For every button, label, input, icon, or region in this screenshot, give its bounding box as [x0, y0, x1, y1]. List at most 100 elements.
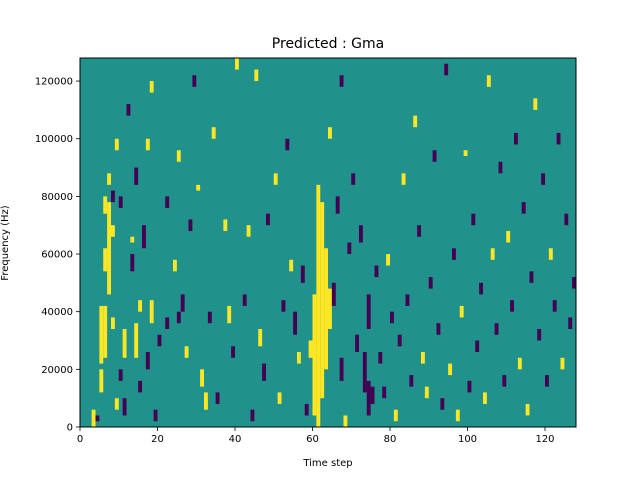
- heatmap-background: [80, 58, 576, 427]
- heatmap-cell: [153, 409, 158, 422]
- heatmap-cell: [107, 202, 112, 295]
- heatmap-cell: [285, 138, 290, 151]
- y-tick-label: 80000: [41, 192, 73, 203]
- heatmap-cell: [188, 219, 193, 231]
- heatmap-cell: [444, 63, 449, 76]
- heatmap-cell: [99, 369, 104, 393]
- heatmap-cell: [142, 225, 146, 249]
- heatmap-cell: [111, 317, 115, 329]
- heatmap-cell: [471, 213, 476, 226]
- heatmap-cell: [262, 363, 267, 381]
- heatmap-cell: [413, 115, 418, 128]
- heatmap-cell: [467, 380, 472, 393]
- heatmap-cell: [479, 282, 484, 295]
- heatmap-cell: [130, 236, 135, 243]
- heatmap-cell: [126, 104, 131, 116]
- y-tick-label: 100000: [35, 134, 73, 145]
- heatmap-cell: [122, 328, 127, 358]
- heatmap-cell: [552, 300, 557, 312]
- heatmap-cell: [95, 415, 100, 422]
- y-tick-label: 20000: [41, 365, 73, 376]
- heatmap-cell: [409, 375, 414, 387]
- heatmap-cell: [145, 352, 150, 370]
- heatmap-cell: [215, 392, 220, 404]
- heatmap-cell: [452, 248, 456, 260]
- heatmap-cell: [204, 392, 208, 410]
- heatmap-cell: [331, 282, 336, 306]
- heatmap-cell: [343, 415, 348, 427]
- x-tick-label: 40: [229, 434, 242, 445]
- heatmap-cell: [242, 294, 247, 306]
- heatmap-cell: [312, 294, 317, 416]
- heatmap-cell: [138, 380, 143, 393]
- heatmap-cell: [130, 254, 135, 272]
- heatmap-cell: [324, 248, 329, 370]
- heatmap-cell: [122, 398, 127, 416]
- x-tick-label: 100: [458, 434, 477, 445]
- heatmap-cell: [223, 219, 228, 231]
- y-axis-label: Frequency (Hz): [0, 205, 11, 281]
- heatmap-cell: [525, 403, 530, 416]
- heatmap-cell: [308, 340, 313, 358]
- heatmap-cell: [149, 81, 154, 93]
- heatmap-cell: [335, 196, 340, 214]
- heatmap-cell: [273, 173, 278, 185]
- heatmap-cell: [165, 196, 170, 208]
- y-tick-label: 40000: [41, 307, 73, 318]
- heatmap-cell: [397, 334, 402, 347]
- heatmap-cell: [502, 375, 507, 387]
- heatmap-cell: [297, 352, 301, 364]
- heatmap-cell: [529, 271, 534, 283]
- heatmap-cell: [490, 248, 495, 260]
- heatmap-cell: [184, 346, 189, 358]
- heatmap-cell: [537, 328, 542, 341]
- axes-frame: [79, 57, 577, 428]
- heatmap-cell: [374, 265, 379, 278]
- heatmap-cell: [149, 300, 154, 324]
- heatmap-cell: [114, 138, 119, 151]
- heatmap-cell: [568, 317, 573, 329]
- heatmap-cell: [103, 305, 108, 358]
- x-tick-label: 80: [384, 434, 397, 445]
- heatmap-cell: [533, 98, 538, 110]
- heatmap-cell: [405, 294, 410, 306]
- heatmap-cell: [475, 340, 480, 353]
- heatmap-cell: [207, 311, 212, 324]
- heatmap-cell: [196, 184, 201, 191]
- plot-area: [79, 57, 577, 428]
- heatmap-cell: [289, 259, 294, 272]
- heatmap-cell: [455, 409, 460, 422]
- heatmap-cell: [145, 138, 150, 151]
- chart-title: Predicted : Gma: [272, 36, 384, 52]
- heatmap-cell: [556, 132, 561, 145]
- heatmap-cell: [521, 202, 526, 214]
- heatmap-cell: [548, 248, 553, 260]
- x-tick-label: 60: [306, 434, 319, 445]
- heatmap-cell: [351, 173, 356, 185]
- heatmap-cell: [200, 369, 205, 387]
- heatmap-cell: [390, 311, 394, 324]
- x-tick-label: 120: [535, 434, 554, 445]
- heatmap-cell: [103, 248, 108, 272]
- heatmap-cell: [339, 357, 344, 381]
- heatmap-cell: [304, 403, 309, 416]
- heatmap-cell: [91, 409, 96, 427]
- heatmap-cell: [320, 202, 325, 399]
- heatmap-cell: [281, 300, 286, 312]
- heatmap-cell: [393, 409, 398, 422]
- y-tick-label: 60000: [41, 250, 73, 261]
- heatmap-cell: [173, 259, 177, 272]
- heatmap-cell: [328, 127, 332, 139]
- heatmap-cell: [359, 225, 363, 243]
- heatmap-cell: [347, 242, 352, 255]
- heatmap-cell: [180, 294, 185, 312]
- heatmap-cell: [401, 173, 406, 185]
- heatmap-cell: [498, 161, 503, 174]
- heatmap-cell: [316, 184, 321, 427]
- heatmap-cell: [378, 352, 383, 364]
- heatmap-cell: [235, 58, 239, 70]
- heatmap-cell: [459, 305, 464, 318]
- x-tick-label: 0: [77, 434, 83, 445]
- heatmap-cell: [176, 150, 181, 162]
